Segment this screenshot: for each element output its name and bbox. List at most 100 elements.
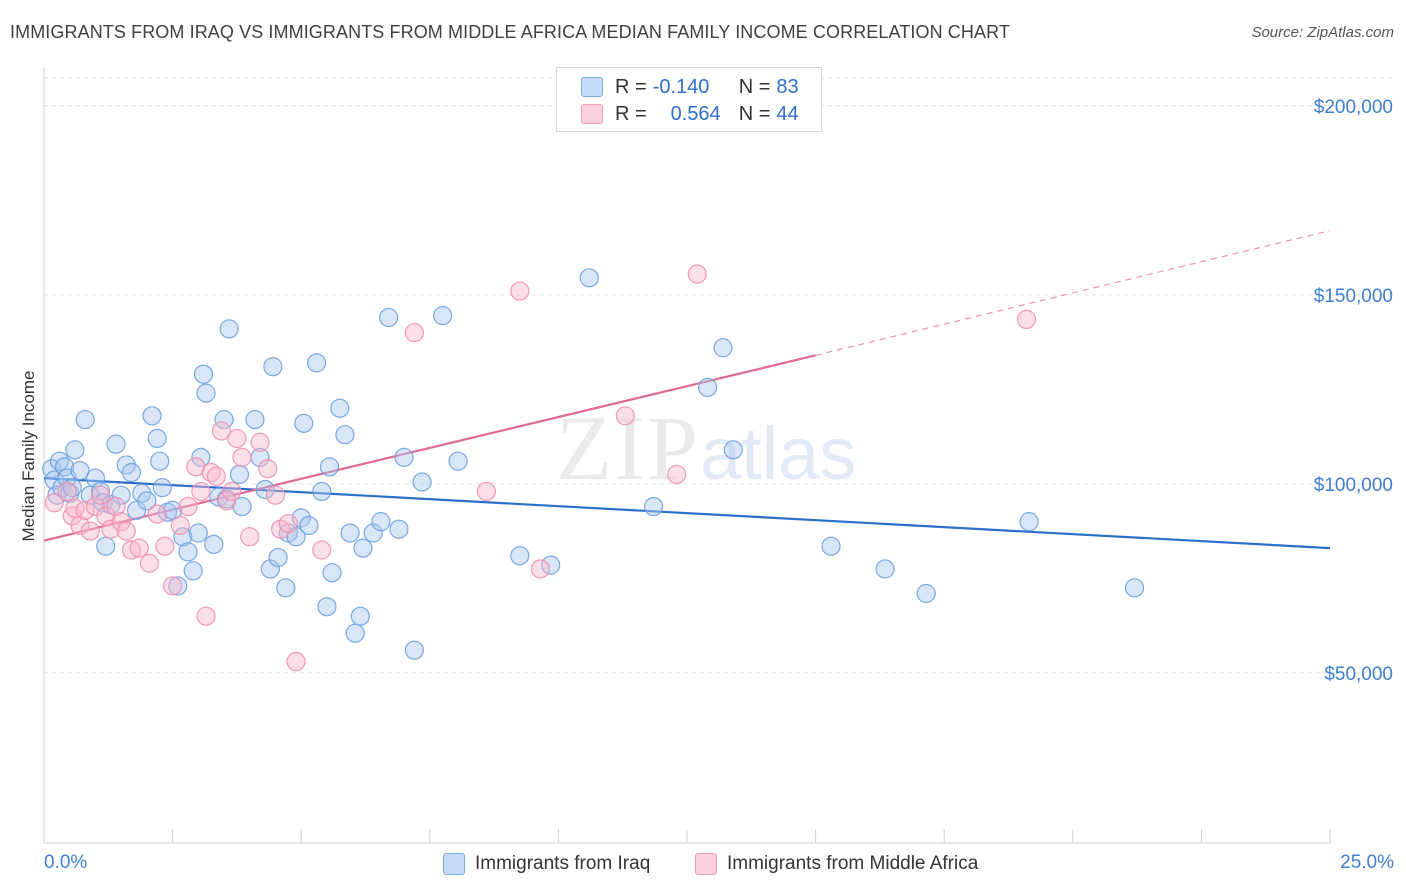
data-point [196,606,216,626]
data-point [278,513,298,534]
legend-r-value: 0.564 [670,102,721,125]
bottom-legend-label-iraq: Immigrants from Iraq [475,853,651,874]
data-point [697,377,718,398]
data-point [317,597,337,617]
data-point [62,478,82,498]
data-point [49,451,70,471]
data-point [335,425,355,445]
y-tick-label: $100,000 [1314,475,1393,496]
data-point [268,547,288,568]
bottom-legend-swatch-middle-africa [695,853,717,875]
data-point [667,464,687,485]
data-point [90,485,111,505]
data-point [875,559,895,579]
data-point [191,447,211,467]
y-tick-label: $150,000 [1314,286,1393,307]
data-point [312,481,332,502]
data-point [615,406,635,426]
series-iraq [42,268,1145,660]
data-point [139,553,160,573]
data-point [217,491,237,511]
data-point [687,264,707,284]
y-axis-label: Median Family Income [19,370,38,541]
data-point [121,540,142,560]
data-point [178,496,198,517]
x-axis-min-label: 0.0% [44,852,88,873]
data-point [379,307,399,328]
data-point [1019,512,1039,532]
data-point [322,563,342,583]
data-point [541,555,561,575]
trend-lines [43,229,1331,550]
data-point [307,353,327,373]
data-point [276,578,296,598]
trend-line-extension [815,229,1331,356]
x-axis-max-label: 25.0% [1340,852,1394,873]
data-point [299,515,319,536]
data-point [579,268,599,288]
data-point [345,623,365,643]
watermark: ZIPatlas [556,395,856,501]
data-point [206,466,226,486]
data-point [1124,578,1145,598]
data-point [510,281,530,301]
data-point [433,306,453,326]
data-point [340,523,360,543]
legend-row-middle-africa: R = 0.564 N = 44 [581,102,799,126]
gridlines [44,77,1395,674]
data-point [168,576,188,596]
watermark-zip: ZIP [556,397,700,499]
data-point [163,500,183,520]
chart-title: IMMIGRANTS FROM IRAQ VS IMMIGRANTS FROM … [10,22,1010,42]
data-point [448,451,468,471]
data-point [245,409,265,430]
data-point [150,451,170,471]
data-point [821,536,841,556]
data-point [163,576,183,596]
data-point [265,485,286,505]
data-point [191,481,211,502]
stats-legend: R = -0.140 N = 83 R = 0.564 N = 44 [556,67,822,132]
watermark-atlas: atlas [700,412,857,495]
data-point [510,546,530,566]
data-point [222,481,242,502]
data-point [260,559,280,579]
y-tick-labels: $50,000 $100,000 $150,000 $200,000 [1314,97,1393,685]
data-point [178,542,198,562]
data-point [353,538,373,558]
data-point [916,583,936,604]
legend-n-label: N = [738,75,771,98]
data-point [412,472,432,492]
data-point [188,523,208,543]
data-point [96,536,116,556]
data-point [229,464,250,485]
data-point [240,527,260,547]
data-point [330,398,350,418]
data-point [101,519,121,539]
data-point [258,459,278,479]
data-point [363,523,383,543]
legend-n-value: 44 [776,102,799,125]
data-point [211,421,232,441]
data-point [319,457,340,477]
data-point [204,534,224,554]
data-point [152,478,172,498]
data-point [106,434,126,454]
data-point [723,440,743,460]
legend-r-label: R = [615,75,647,98]
data-point [371,512,391,532]
data-point [75,500,95,520]
data-point [173,527,193,547]
data-point [147,428,167,449]
data-point [394,447,414,467]
data-point [643,496,664,517]
data-point [530,559,550,579]
data-point [350,606,370,626]
data-point [57,481,77,502]
data-point [214,409,234,430]
legend-r-label: R = [615,102,647,125]
data-point [106,496,126,517]
trend-line-middle-africa [43,354,816,542]
data-point [170,515,190,536]
